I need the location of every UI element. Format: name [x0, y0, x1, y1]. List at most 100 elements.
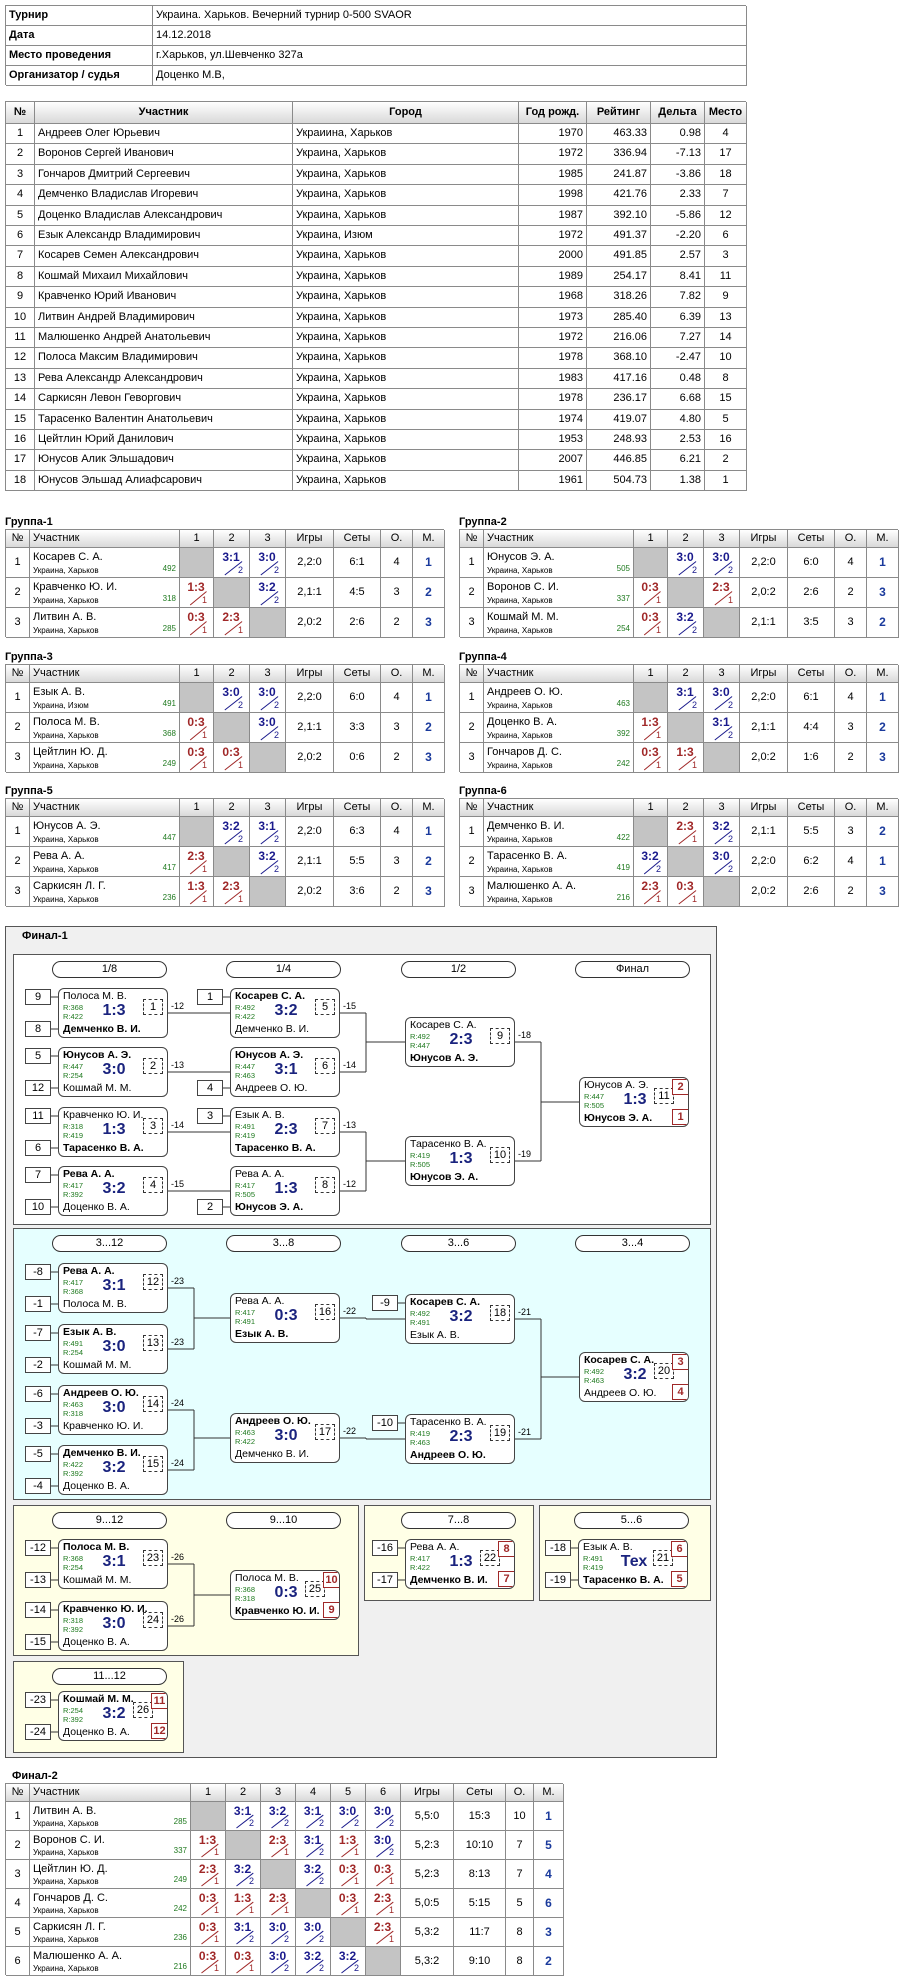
sets: 9:10: [454, 1947, 506, 1976]
header-cell: №: [6, 1784, 30, 1802]
header-cell: №: [6, 799, 30, 817]
games: 2,1:1: [740, 712, 788, 743]
slash: [643, 890, 661, 905]
slash: [236, 1814, 254, 1829]
table-cell: 11: [6, 328, 35, 349]
loser-label: -12: [171, 1001, 185, 1011]
score: 3:2: [233, 1862, 252, 1876]
player-cell: Юнусов А. Э. Украина, Харьков 447: [30, 817, 180, 847]
place-box: 11: [151, 1693, 167, 1709]
rating: R:392: [63, 1715, 84, 1724]
score-points: 1: [354, 1847, 360, 1857]
score-cell: 3:0 2: [250, 682, 286, 713]
header-cell: М.: [413, 530, 445, 548]
connectors: [236, 1872, 254, 1887]
connectors: [201, 1843, 219, 1858]
match-score: 3:0: [274, 1427, 298, 1444]
rating: R:505: [410, 1160, 431, 1169]
score: 3:0: [268, 1949, 287, 1963]
row-number: 2: [6, 1831, 30, 1860]
player-rating: 285: [162, 624, 176, 633]
info-label: Организатор / судья: [6, 66, 153, 86]
sets: 1:6: [788, 742, 835, 773]
match-score: 3:2: [102, 1180, 126, 1197]
score-cell: 2:3 1: [191, 1860, 226, 1889]
loser-label: -24: [171, 1458, 185, 1468]
score-cell: 2:3 1: [668, 817, 704, 847]
score: 3:2: [258, 580, 276, 594]
seed: 4: [197, 1080, 223, 1096]
score-cell: 0:3 1: [214, 742, 250, 773]
player-city: Украина, Харьков: [33, 1964, 99, 1973]
slash: [224, 830, 243, 845]
row-number: 2: [460, 712, 484, 743]
table-cell: Украина, Харьков: [293, 307, 519, 328]
score: 3:0: [303, 1920, 322, 1934]
connectors: [260, 830, 279, 845]
games: 2,0:2: [286, 608, 334, 638]
score: 0:3: [187, 610, 205, 624]
player-cell: Езык А. В. Украина, Изюм 491: [30, 682, 180, 713]
match-number: 22: [480, 1550, 500, 1566]
match-number: 2: [143, 1058, 163, 1074]
match-score: 2:3: [449, 1031, 473, 1048]
match-score: Тех: [620, 1553, 648, 1570]
player-name: Андреев О. Ю.: [235, 1415, 311, 1427]
score-cell: 3:0 2: [366, 1831, 401, 1860]
player-cell: Рева А. А. Украина, Харьков 417: [30, 847, 180, 877]
player-city: Украина, Харьков: [487, 596, 553, 605]
round-label: 3...12: [52, 1235, 167, 1252]
slash: [224, 695, 243, 710]
connectors: [571, 1547, 578, 1581]
player-rating: 392: [616, 728, 630, 738]
player-name: Малюшенко А. А.: [487, 880, 577, 892]
place: 2: [534, 1947, 564, 1976]
place: 3: [413, 877, 445, 907]
table-cell: 318.26: [587, 287, 651, 308]
rating: R:368: [235, 1585, 256, 1594]
match: Косарев С. А. R:492 R:422 3:2 Демченко В. И.…: [230, 988, 340, 1038]
seed: -4: [25, 1478, 51, 1494]
table-cell: 12: [705, 205, 747, 226]
table-cell: 1953: [519, 430, 587, 451]
player-city: Украина, Харьков: [487, 566, 553, 575]
group-title: Группа-2: [459, 516, 507, 528]
connectors: [306, 1872, 324, 1887]
player-rating: 216: [173, 1962, 187, 1971]
match: Юнусов А. Э. R:447 R:463 3:1 Андреев О. Ю. 6: [230, 1047, 340, 1097]
player-rating: 236: [162, 893, 176, 902]
points: 7: [506, 1860, 534, 1889]
match: Рева А. А. R:417 R:505 1:3 Юнусов Э. А. 8: [230, 1166, 340, 1216]
score-points: 2: [238, 565, 244, 575]
table-cell: Украина, Харьков: [293, 430, 519, 451]
points: 3: [835, 817, 867, 847]
table-cell: 7.27: [651, 328, 705, 349]
score: 1:3: [641, 714, 659, 729]
connectors: [224, 695, 243, 710]
match-number: 23: [143, 1550, 163, 1566]
table-cell: 285.40: [587, 307, 651, 328]
table-cell: Украина, Харьков: [293, 389, 519, 410]
score: 0:3: [676, 879, 694, 893]
connectors: [260, 725, 279, 740]
player-name: Полоса М. В.: [33, 715, 100, 728]
info-label: Дата: [6, 26, 153, 46]
score-points: 1: [656, 894, 662, 904]
rating: R:419: [235, 1131, 256, 1140]
slash: [189, 860, 207, 875]
sets: 3:5: [788, 608, 835, 638]
round-label: 3...4: [575, 1235, 690, 1252]
slash: [341, 1814, 359, 1829]
player-name: Кошмай М. М.: [63, 1359, 132, 1371]
games: 5,2:3: [401, 1860, 454, 1889]
header-cell: 1: [634, 799, 668, 817]
table-cell: 14: [6, 389, 35, 410]
table-cell: Андреев Олег Юрьевич: [35, 124, 293, 145]
slash: [678, 830, 697, 845]
slash: [714, 561, 733, 576]
sets: 6:1: [334, 548, 381, 578]
match-score: 3:0: [102, 1061, 126, 1078]
table-cell: 336.94: [587, 144, 651, 165]
connectors: [201, 1930, 219, 1945]
player-name: Езык А. В.: [410, 1329, 460, 1341]
